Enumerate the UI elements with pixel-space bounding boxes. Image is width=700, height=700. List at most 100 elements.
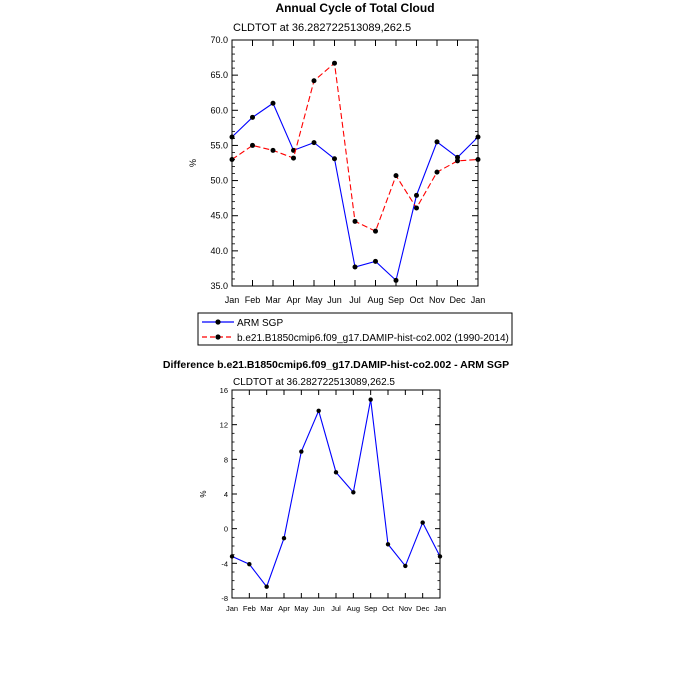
c2-ytick-label: 0 <box>224 525 228 534</box>
chart2-ylabel: % <box>199 490 208 497</box>
c1-series-1-point <box>393 173 399 179</box>
c1-series-0-point <box>393 277 399 283</box>
annual-cycle-chart: Annual Cycle of Total Cloud CLDTOT at 36… <box>188 1 485 305</box>
chart1-y-tick-labels: 35.0 40.0 45.0 50.0 55.0 60.0 65.0 70.0 <box>210 35 228 291</box>
chart2-ticks <box>231 389 441 599</box>
legend-label-arm: ARM SGP <box>237 318 283 329</box>
c2-series-0-point <box>420 520 425 525</box>
c1-series-0-point <box>352 264 358 270</box>
c2-ytick-label: 4 <box>224 490 228 499</box>
c1-series-line-1 <box>231 62 479 232</box>
c2-series-0-point <box>281 536 287 541</box>
chart2-x-tick-labels: Jan Feb Mar Apr May Jun Jul Aug Sep Oct Nov Dec Jan <box>226 604 446 613</box>
c1-ytick-label: 35.0 <box>210 281 228 291</box>
c2-xtick-label: May <box>294 604 308 613</box>
c1-series-line-0 <box>231 102 479 282</box>
c2-ytick-label: -4 <box>221 559 228 568</box>
c2-series-0-point <box>351 490 356 495</box>
c2-xtick-label: Nov <box>399 604 413 613</box>
chart1-legend: ARM SGP b.e21.B1850cmip6.f09_g17.DAMIP-h… <box>197 312 513 346</box>
chart1-ticks <box>231 39 479 287</box>
chart2-y-tick-labels: -8 -4 0 4 8 12 16 <box>220 386 228 603</box>
c1-ytick-label: 65.0 <box>210 70 228 80</box>
chart1-ylabel: % <box>188 159 198 167</box>
difference-chart: Difference b.e21.B1850cmip6.f09_g17.DAMI… <box>163 359 509 613</box>
c2-ytick-label: -8 <box>221 594 228 603</box>
c1-ytick-label: 60.0 <box>210 105 228 115</box>
c1-xtick-label: Jul <box>349 295 361 305</box>
c1-ytick-label: 70.0 <box>210 35 228 45</box>
chart1-x-tick-labels: Jan Feb Mar Apr May Jun Jul Aug Sep Oct Nov Dec Jan <box>225 295 486 305</box>
c1-xtick-label: Jan <box>225 295 240 305</box>
chart1-plot-frame <box>231 39 479 287</box>
c1-ytick-label: 55.0 <box>210 140 228 150</box>
c1-xtick-label: May <box>305 295 323 305</box>
chart1-title: Annual Cycle of Total Cloud <box>275 1 434 15</box>
c1-series-1-point <box>373 228 378 234</box>
c1-xtick-label: Feb <box>245 295 261 305</box>
c1-series-0-point <box>434 139 440 145</box>
c1-xtick-label: Apr <box>286 295 300 305</box>
c2-xtick-label: Jun <box>313 604 325 613</box>
c2-xtick-label: Mar <box>260 604 273 613</box>
c1-xtick-label: Jan <box>471 295 486 305</box>
c1-series-0-point <box>373 258 378 264</box>
c2-ytick-label: 12 <box>220 421 228 430</box>
c1-xtick-label: Aug <box>367 295 383 305</box>
c2-xtick-label: Oct <box>382 604 395 613</box>
c1-ytick-label: 40.0 <box>210 246 228 256</box>
legend-marker-arm <box>215 319 221 325</box>
c1-series-0-point <box>455 154 460 160</box>
c2-ytick-label: 16 <box>220 386 228 395</box>
chart2-series <box>229 397 443 589</box>
c1-series-1-point <box>291 155 296 161</box>
chart2-title: Difference b.e21.B1850cmip6.f09_g17.DAMI… <box>163 359 509 371</box>
c2-series-0-point <box>333 470 339 475</box>
c2-xtick-label: Jul <box>331 604 341 613</box>
c2-series-0-point <box>385 542 391 547</box>
c1-xtick-label: Nov <box>429 295 446 305</box>
c2-series-0-point <box>403 563 408 569</box>
c1-ytick-label: 50.0 <box>210 176 228 186</box>
c2-xtick-label: Dec <box>416 604 430 613</box>
c2-xtick-label: Feb <box>243 604 256 613</box>
c2-xtick-label: Aug <box>347 604 360 613</box>
c2-xtick-label: Sep <box>364 604 377 613</box>
c2-ytick-label: 8 <box>224 455 228 464</box>
c1-series-0-point <box>311 140 317 146</box>
c1-ytick-label: 45.0 <box>210 211 228 221</box>
c1-series-1-point <box>270 147 276 153</box>
c1-series-0-point <box>250 114 255 120</box>
legend-label-model: b.e21.B1850cmip6.f09_g17.DAMIP-hist-co2.… <box>237 333 509 344</box>
chart2-subtitle: CLDTOT at 36.282722513089,262.5 <box>233 377 395 388</box>
c1-series-0-point <box>414 192 419 198</box>
c1-series-1-point <box>434 169 440 175</box>
legend-marker-model <box>215 334 221 340</box>
c1-xtick-label: Jun <box>327 295 342 305</box>
c1-series-1-point <box>414 205 419 211</box>
c2-xtick-label: Apr <box>278 604 290 613</box>
c1-xtick-label: Mar <box>265 295 281 305</box>
c1-xtick-label: Sep <box>388 295 404 305</box>
chart1-subtitle: CLDTOT at 36.282722513089,262.5 <box>233 22 411 34</box>
c2-series-0-point <box>247 562 252 567</box>
c2-series-0-point <box>264 584 269 589</box>
c2-xtick-label: Jan <box>226 604 238 613</box>
c2-series-0-point <box>316 408 321 413</box>
chart2-plot-frame <box>231 389 441 599</box>
legend-box <box>197 312 513 346</box>
c2-series-0-point <box>368 397 373 402</box>
c2-xtick-label: Jan <box>434 604 446 613</box>
c1-series-1-point <box>455 158 460 164</box>
c1-xtick-label: Oct <box>409 295 424 305</box>
c2-series-line-0 <box>231 399 441 588</box>
c1-xtick-label: Dec <box>449 295 466 305</box>
c1-series-1-point <box>352 218 358 224</box>
c1-series-0-point <box>332 156 337 162</box>
c1-series-0-point <box>270 100 276 106</box>
c1-series-1-point <box>311 78 317 84</box>
c1-series-1-point <box>250 142 255 148</box>
c2-series-0-point <box>299 449 304 454</box>
chart1-series <box>229 60 481 283</box>
